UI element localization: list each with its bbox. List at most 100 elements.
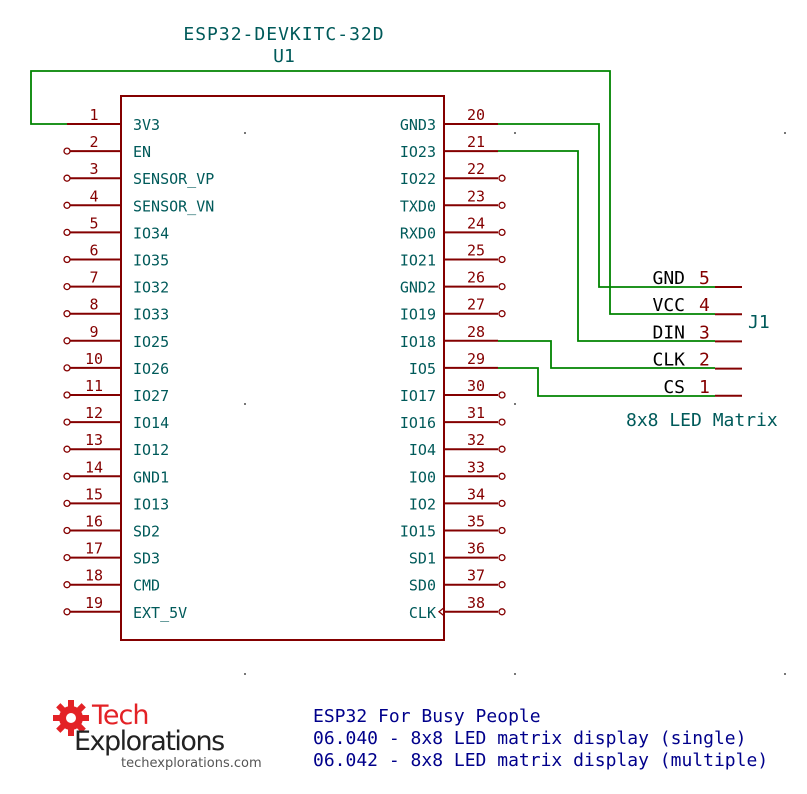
unconnected-marker xyxy=(498,445,506,453)
pin-12: 12 IO14 xyxy=(63,404,169,432)
pin-16: 16 SD2 xyxy=(63,513,160,541)
pin-number: 36 xyxy=(467,540,485,558)
pin-number: 7 xyxy=(89,269,98,287)
pin-31: 31 IO16 xyxy=(400,404,506,432)
pin-number: 20 xyxy=(467,106,485,124)
pin-number: 15 xyxy=(85,485,103,503)
net-wires xyxy=(30,70,715,397)
connector-pin-name: GND xyxy=(652,268,685,289)
pin-number: 22 xyxy=(467,160,485,178)
pin-name: 3V3 xyxy=(133,116,160,134)
pin-name: SD3 xyxy=(133,550,160,568)
pin-number: 23 xyxy=(467,187,485,205)
pin-number: 13 xyxy=(85,431,103,449)
pin-name: IO18 xyxy=(400,333,436,351)
unconnected-marker xyxy=(63,282,71,291)
unconnected-marker xyxy=(63,201,71,209)
pin-22: 22 IO22 xyxy=(400,160,506,188)
pin-number: 1 xyxy=(89,106,98,124)
pin-number: 37 xyxy=(467,567,485,585)
connector-pin-2: CLK 2 xyxy=(652,350,742,371)
unconnected-marker xyxy=(498,418,506,426)
pin-number: 11 xyxy=(85,377,103,395)
title-line-1: ESP32 For Busy People xyxy=(313,706,541,727)
pin-name: IO15 xyxy=(400,523,436,541)
connector-pin-number: 2 xyxy=(699,350,710,371)
unconnected-marker xyxy=(498,282,506,291)
pin-number: 2 xyxy=(89,133,98,151)
pin-33: 33 IO0 xyxy=(409,458,506,486)
pin-name: SD1 xyxy=(409,550,436,568)
pin-28: 28 IO18 xyxy=(400,323,498,351)
pin-19: 19 EXT_5V xyxy=(63,594,187,622)
wire-3v3-to-vcc xyxy=(30,70,715,315)
unconnected-marker xyxy=(498,201,506,209)
pin-9: 9 IO25 xyxy=(63,323,169,351)
unconnected-marker xyxy=(498,581,506,589)
pin-number: 28 xyxy=(467,323,485,341)
wire-gnd3-to-gnd xyxy=(498,123,715,288)
unconnected-marker xyxy=(63,147,71,155)
pin-name: GND3 xyxy=(400,116,436,134)
pin-number: 24 xyxy=(467,214,485,232)
pin-number: 30 xyxy=(467,377,485,395)
pin-name: IO34 xyxy=(133,224,169,242)
pin-2: 2 EN xyxy=(63,133,151,161)
unconnected-marker xyxy=(498,608,506,616)
pin-name: GND2 xyxy=(400,279,436,297)
grid-reference-marks xyxy=(244,132,786,675)
pin-name: IO19 xyxy=(400,306,436,324)
pin-number: 19 xyxy=(85,594,103,612)
wire-io23-to-din xyxy=(498,150,715,342)
unconnected-marker xyxy=(63,391,71,399)
connector-pin-number: 5 xyxy=(699,268,710,289)
gear-icon xyxy=(53,700,89,736)
pin-27: 27 IO19 xyxy=(400,296,506,324)
unconnected-marker xyxy=(63,337,71,345)
pin-number: 5 xyxy=(89,214,98,232)
pin-7: 7 IO32 xyxy=(63,269,169,297)
pin-name: IO17 xyxy=(400,387,436,405)
pin-number: 21 xyxy=(467,133,485,151)
connector-pin-name: VCC xyxy=(652,295,685,316)
pin-number: 9 xyxy=(89,323,98,341)
pin-29: 29 IO5 xyxy=(409,350,498,378)
unconnected-marker xyxy=(63,526,71,535)
pin-number: 29 xyxy=(467,350,485,368)
pin-name: RXD0 xyxy=(400,224,436,242)
pin-23: 23 TXD0 xyxy=(400,187,506,215)
pin-number: 38 xyxy=(467,594,485,612)
pin-name: SD2 xyxy=(133,523,160,541)
pin-number: 10 xyxy=(85,350,103,368)
left-pin-group: 1 3V3 2 EN 3 SENSOR_VP 4 SENSOR_VN 5 IO34 6 IO35 7 IO… xyxy=(63,106,214,622)
pin-5: 5 IO34 xyxy=(63,214,169,242)
pin-name: IO21 xyxy=(400,252,436,270)
pin-3: 3 SENSOR_VP xyxy=(63,160,214,188)
wire-io18-to-clk xyxy=(498,340,715,369)
pin-name: GND1 xyxy=(133,468,169,486)
pin-30: 30 IO17 xyxy=(400,377,506,405)
tech-explorations-logo: Tech Explorations techexplorations.com xyxy=(53,700,262,771)
pin-number: 25 xyxy=(467,242,485,260)
pin-24: 24 RXD0 xyxy=(400,214,506,242)
connector-pin-4: VCC 4 xyxy=(652,295,742,316)
unconnected-marker xyxy=(498,228,506,237)
pin-25: 25 IO21 xyxy=(400,242,506,270)
pin-4: 4 SENSOR_VN xyxy=(63,187,214,215)
unconnected-marker xyxy=(498,174,506,182)
pin-20: 20 GND3 xyxy=(400,106,498,134)
title-line-2: 06.040 - 8x8 LED matrix display (single) xyxy=(313,728,746,749)
unconnected-marker xyxy=(63,310,71,318)
unconnected-marker xyxy=(63,499,71,508)
unconnected-marker xyxy=(498,472,506,480)
unconnected-marker xyxy=(63,364,71,372)
unconnected-marker xyxy=(498,499,506,508)
pin-number: 31 xyxy=(467,404,485,422)
connector-pin-number: 3 xyxy=(699,322,710,343)
connector-pin-name: CS xyxy=(663,377,685,398)
pin-18: 18 CMD xyxy=(63,567,160,595)
unconnected-marker xyxy=(498,391,506,399)
pin-name: IO16 xyxy=(400,414,436,432)
connector-pin-number: 4 xyxy=(699,295,710,316)
